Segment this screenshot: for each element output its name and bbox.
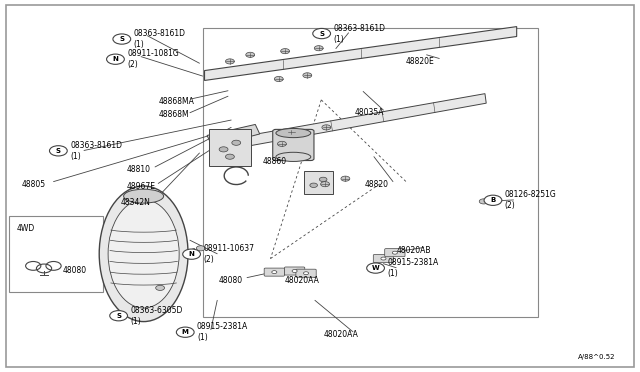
- Text: 48805: 48805: [22, 180, 46, 189]
- Text: 08915-2381A
(1): 08915-2381A (1): [387, 258, 438, 278]
- Circle shape: [321, 182, 330, 187]
- Text: 48020AB: 48020AB: [396, 246, 431, 254]
- Text: 48868MA: 48868MA: [158, 97, 194, 106]
- Ellipse shape: [108, 199, 179, 308]
- Text: 08363-6305D
(1): 08363-6305D (1): [131, 306, 182, 326]
- FancyBboxPatch shape: [284, 267, 305, 275]
- FancyBboxPatch shape: [209, 129, 251, 166]
- Text: N: N: [113, 56, 118, 62]
- Ellipse shape: [124, 189, 164, 203]
- Text: 48868M: 48868M: [158, 110, 189, 119]
- Circle shape: [109, 311, 127, 321]
- Text: S: S: [319, 31, 324, 36]
- Circle shape: [484, 195, 502, 205]
- Text: 08363-8161D
(1): 08363-8161D (1): [70, 141, 122, 161]
- Text: 08911-10637
(2): 08911-10637 (2): [204, 244, 254, 264]
- Circle shape: [319, 177, 327, 182]
- Text: 4WD: 4WD: [17, 224, 35, 232]
- Circle shape: [156, 285, 164, 291]
- Text: 48820E: 48820E: [406, 57, 435, 66]
- Text: 48080: 48080: [218, 276, 243, 285]
- Circle shape: [287, 129, 296, 134]
- Polygon shape: [228, 94, 486, 149]
- FancyBboxPatch shape: [264, 268, 284, 276]
- Text: 08915-2381A
(1): 08915-2381A (1): [197, 322, 248, 342]
- Circle shape: [381, 257, 386, 260]
- Text: W: W: [372, 265, 380, 271]
- Text: N: N: [189, 251, 195, 257]
- Text: 48035A: 48035A: [355, 108, 385, 117]
- Circle shape: [314, 46, 323, 51]
- Circle shape: [322, 125, 331, 130]
- Circle shape: [310, 183, 317, 187]
- Circle shape: [182, 249, 200, 259]
- Circle shape: [225, 154, 234, 159]
- Text: 48020AA: 48020AA: [285, 276, 320, 285]
- Circle shape: [313, 28, 330, 39]
- Text: 08911-1081G
(2): 08911-1081G (2): [127, 49, 179, 69]
- Text: A/88^0.52: A/88^0.52: [577, 354, 615, 360]
- Text: 48820: 48820: [364, 180, 388, 189]
- Circle shape: [113, 34, 131, 44]
- Text: 48860: 48860: [263, 157, 287, 166]
- Polygon shape: [205, 26, 516, 80]
- FancyBboxPatch shape: [9, 216, 103, 292]
- Circle shape: [246, 52, 255, 57]
- Text: S: S: [116, 313, 121, 319]
- Circle shape: [479, 199, 488, 204]
- Text: B: B: [490, 197, 495, 203]
- Circle shape: [219, 147, 228, 152]
- Circle shape: [303, 272, 308, 275]
- Text: 48810: 48810: [127, 165, 150, 174]
- Text: 08126-8251G
(2): 08126-8251G (2): [504, 190, 556, 210]
- Ellipse shape: [276, 152, 311, 161]
- FancyBboxPatch shape: [296, 269, 316, 277]
- FancyBboxPatch shape: [373, 254, 394, 263]
- Circle shape: [177, 327, 194, 337]
- Circle shape: [272, 271, 277, 273]
- Text: S: S: [56, 148, 61, 154]
- Circle shape: [303, 73, 312, 78]
- FancyBboxPatch shape: [385, 248, 405, 257]
- Polygon shape: [207, 125, 260, 147]
- Text: 48020AA: 48020AA: [323, 330, 358, 339]
- Ellipse shape: [99, 186, 188, 321]
- Circle shape: [275, 76, 284, 81]
- Text: M: M: [182, 329, 189, 335]
- Text: 48967E: 48967E: [127, 182, 156, 190]
- Circle shape: [225, 59, 234, 64]
- Circle shape: [107, 54, 124, 64]
- Circle shape: [196, 246, 205, 251]
- FancyBboxPatch shape: [273, 129, 314, 161]
- Circle shape: [367, 263, 385, 273]
- Circle shape: [281, 49, 289, 54]
- Text: S: S: [119, 36, 124, 42]
- Ellipse shape: [276, 128, 311, 138]
- Circle shape: [278, 141, 286, 147]
- Text: 08363-8161D
(1): 08363-8161D (1): [134, 29, 186, 49]
- Circle shape: [341, 176, 350, 181]
- Circle shape: [292, 270, 297, 272]
- Text: 08363-8161D
(1): 08363-8161D (1): [333, 23, 385, 44]
- Text: 48080: 48080: [63, 266, 87, 275]
- Circle shape: [232, 140, 241, 145]
- Circle shape: [49, 146, 67, 156]
- FancyBboxPatch shape: [304, 171, 333, 194]
- Text: 48342N: 48342N: [120, 198, 150, 207]
- Circle shape: [392, 251, 397, 254]
